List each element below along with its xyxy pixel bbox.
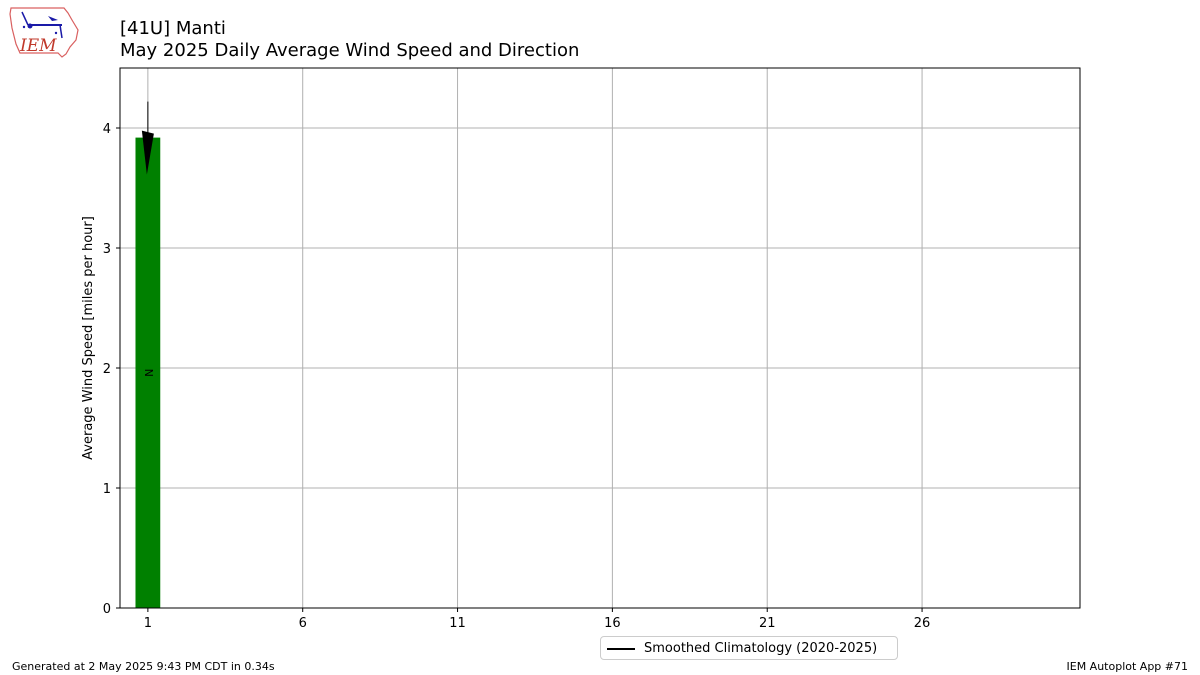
- bar-direction-label: N: [142, 369, 155, 377]
- x-tick-label: 21: [759, 616, 776, 631]
- bars: N: [135, 137, 161, 608]
- y-tick-label: 4: [103, 122, 111, 137]
- wind-direction-arrow: [141, 130, 154, 175]
- wind-speed-bar: [135, 137, 161, 608]
- x-tick-label: 11: [449, 616, 466, 631]
- footer-generated-text: Generated at 2 May 2025 9:43 PM CDT in 0…: [12, 660, 275, 673]
- legend-line-swatch: [607, 648, 635, 650]
- direction-arrows: [141, 101, 154, 175]
- chart-subtitle: May 2025 Daily Average Wind Speed and Di…: [120, 40, 580, 61]
- iem-logo-icon: IEM: [9, 7, 79, 58]
- grid-lines: [120, 68, 1080, 609]
- y-axis-label: Average Wind Speed [miles per hour]: [81, 216, 96, 460]
- legend: Smoothed Climatology (2020-2025): [600, 636, 898, 660]
- x-tick-label: 1: [144, 616, 152, 631]
- legend-label: Smoothed Climatology (2020-2025): [644, 641, 878, 656]
- y-tick-label: 3: [103, 242, 111, 257]
- y-tick-label: 1: [103, 482, 111, 497]
- footer-app-label: IEM Autoplot App #71: [1066, 660, 1189, 673]
- x-tick-label: 6: [299, 616, 307, 631]
- y-tick-label: 2: [103, 362, 111, 377]
- logo-text: IEM: [19, 36, 57, 56]
- x-tick-label: 26: [914, 616, 931, 631]
- chart-title: [41U] Manti: [120, 18, 226, 39]
- x-tick-label: 16: [604, 616, 621, 631]
- plot-frame: [119, 67, 1081, 609]
- y-tick-label: 0: [103, 602, 111, 617]
